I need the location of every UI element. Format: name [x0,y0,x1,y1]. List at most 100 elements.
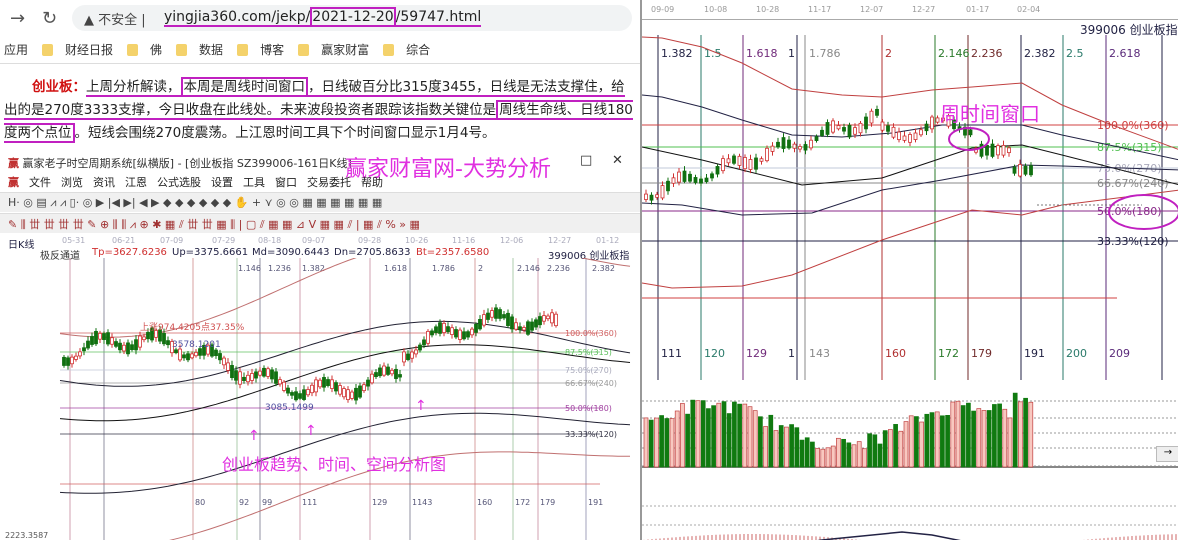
candle [486,312,490,320]
candle [90,336,94,345]
url-date: 2021-12-20 [310,7,396,27]
volume-bar [674,410,680,468]
volume-bar [1012,392,1018,468]
toolbar-icons[interactable]: H· ◎ ▤ ⩘ ⩘ ▯· ◎ ▶ |◀ ▶| ◀ ▶ ◆ ◆ ◆ ◆ ◆ ◆ … [8,195,383,209]
menu-window[interactable]: 窗口 [275,176,297,189]
pct-label: 33.33%(120) [565,430,617,439]
candle [302,389,306,400]
menu-browse[interactable]: 浏览 [61,176,83,189]
toolbar-icons[interactable]: ✎ ⫼ 丗 丗 丗 丗 ✎ ⊕ ⫼ ⫼ ⩘ ⊕ ✱ ▦ ⫽ 丗 丗 ▦ ⫼ | … [8,217,420,231]
bookmark-apps[interactable]: 应用 [4,43,29,57]
menu-formula[interactable]: 公式选股 [157,176,201,189]
volume-bar [716,402,722,468]
candle [418,344,422,351]
candle [426,330,430,344]
candle [286,387,290,394]
candle [1029,165,1033,176]
bookmark-item[interactable]: 赢家财富 [298,41,369,58]
volume-bar [700,400,706,468]
volume-bar [1002,408,1008,468]
forward-icon[interactable]: → [10,8,26,29]
volume-bar [971,410,976,468]
toolbar-main[interactable]: H· ◎ ▤ ⩘ ⩘ ▯· ◎ ▶ |◀ ▶| ◀ ▶ ◆ ◆ ◆ ◆ ◆ ◆ … [0,192,640,212]
volume-bar [919,421,924,468]
menu-trade[interactable]: 交易委托 [307,176,351,189]
menu-gann[interactable]: 江恩 [125,176,147,189]
count-label: 160 [477,498,492,507]
candle [422,339,426,346]
candle [110,337,114,345]
candle [721,158,725,172]
candle [979,143,984,157]
volume-bar [867,433,872,468]
volume-bar [830,445,836,468]
date-tick: 11-17 [808,5,832,14]
article-text: 上周分析解读， [86,79,181,97]
maximize-icon[interactable]: □ [580,153,593,168]
close-icon[interactable]: ✕ [612,153,623,168]
bookmark-item[interactable]: 数据 [176,41,223,58]
candle [502,314,506,319]
channel-up [59,320,631,387]
candle [326,379,330,386]
date-tick: 08-18 [258,236,282,245]
volume-bar [773,430,779,468]
menu-tools[interactable]: 工具 [243,176,265,189]
candle [831,120,835,133]
volume-bar [810,441,815,468]
toolbar-drawing[interactable]: ✎ ⫼ 丗 丗 丗 丗 ✎ ⊕ ⫼ ⫼ ⩘ ⊕ ✱ ▦ ⫽ 丗 丗 ▦ ⫼ | … [0,213,640,233]
volume-bar [695,400,701,468]
volume-bar [752,410,758,468]
candle [809,139,813,149]
date-tick: 12-27 [912,5,936,14]
candle [202,344,206,356]
pct-label: 50.0%(180) [565,404,612,413]
candle [342,388,346,398]
period-label: 日K线 [8,240,35,251]
candle [462,331,466,340]
menu-settings[interactable]: 设置 [211,176,233,189]
candle [919,129,923,136]
volume-bar [997,403,1002,468]
candle [704,177,709,183]
volume-bar [747,406,753,468]
candle [542,315,546,322]
article-highlight: 本周是周线时间窗口 [180,77,308,97]
app-title: 赢家老子时空周期系统[纵横版] - [创业板指 SZ399006-161日K线] [22,157,352,170]
bookmark-item[interactable]: 佛 [127,41,162,58]
high-annotation: 3578.1201 [172,340,221,350]
right-kline-chart[interactable]: 1.382 1.5 1.618 1 1.786 2 2.146 2.236 2.382 2.5 2.… [642,35,1178,540]
app-logo-icon: 赢 [8,176,19,189]
volume-bar [721,401,727,468]
volume-bar [929,412,935,468]
left-kline-chart[interactable]: 1.146 1.236 1.382 1.618 1.786 2 2.146 2.236 2.38… [0,258,640,540]
candle [78,351,82,357]
menu-file[interactable]: 文件 [29,176,51,189]
volume-bar [945,415,950,468]
candle [858,122,863,134]
reload-icon[interactable]: ↻ [42,8,58,29]
volume-bar [737,403,742,468]
count-label: 209 [1109,347,1130,360]
bookmark-item[interactable]: 博客 [237,41,284,58]
candle [386,366,390,375]
candle [290,392,294,396]
candle [398,374,402,378]
candle [482,314,486,326]
url-text[interactable]: yingjia360.com/jekp/2021-12-20/59747.htm… [164,7,482,27]
candle [98,332,102,340]
candle [250,373,254,381]
url-field[interactable]: ▲ 不安全 | yingjia360.com/jekp/2021-12-20/5… [72,5,632,31]
candle [825,122,830,135]
candle [470,328,474,336]
candle [86,340,90,349]
menu-news[interactable]: 资讯 [93,176,115,189]
folder-icon [42,44,54,56]
bookmark-item[interactable]: 综合 [383,41,430,58]
scroll-right-button[interactable]: → [1156,446,1178,462]
bookmark-item[interactable]: 财经日报 [42,41,113,58]
security-warning[interactable]: ▲ 不安全 | [84,13,146,28]
candle [699,178,703,184]
menu-help[interactable]: 帮助 [361,176,383,189]
candle [466,331,470,338]
